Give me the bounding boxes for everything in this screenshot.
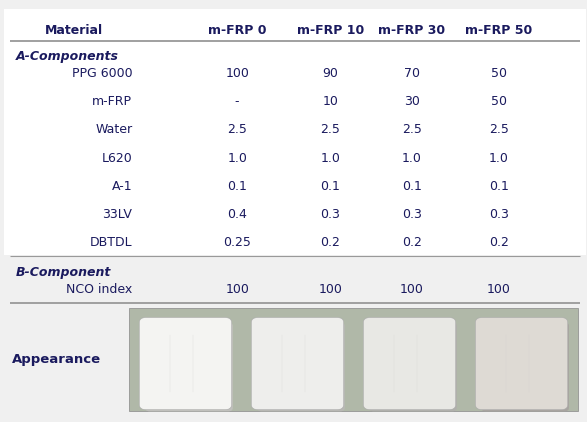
Text: m-FRP 30: m-FRP 30 bbox=[378, 24, 446, 37]
Text: Water: Water bbox=[95, 123, 132, 136]
Text: 1.0: 1.0 bbox=[402, 151, 421, 165]
Text: 50: 50 bbox=[491, 67, 507, 80]
Text: 0.3: 0.3 bbox=[402, 208, 421, 221]
FancyBboxPatch shape bbox=[139, 317, 232, 410]
Text: 0.1: 0.1 bbox=[402, 180, 421, 193]
Text: -: - bbox=[235, 95, 239, 108]
Text: 0.1: 0.1 bbox=[227, 180, 247, 193]
Text: 0.1: 0.1 bbox=[489, 180, 509, 193]
Text: 100: 100 bbox=[225, 283, 249, 296]
FancyBboxPatch shape bbox=[145, 322, 233, 411]
FancyBboxPatch shape bbox=[481, 322, 569, 411]
Text: m-FRP 50: m-FRP 50 bbox=[465, 24, 532, 37]
Text: PPG 6000: PPG 6000 bbox=[72, 67, 132, 80]
Bar bbox=[4, 9, 586, 255]
Text: 0.1: 0.1 bbox=[321, 180, 340, 193]
FancyBboxPatch shape bbox=[257, 322, 345, 411]
FancyBboxPatch shape bbox=[251, 317, 343, 410]
Text: Material: Material bbox=[45, 24, 103, 37]
Text: 100: 100 bbox=[318, 283, 342, 296]
FancyBboxPatch shape bbox=[363, 317, 456, 410]
Text: A-1: A-1 bbox=[112, 180, 132, 193]
Text: 1.0: 1.0 bbox=[227, 151, 247, 165]
Text: NCO index: NCO index bbox=[66, 283, 132, 296]
Text: B-Component: B-Component bbox=[16, 266, 112, 279]
Text: m-FRP 10: m-FRP 10 bbox=[296, 24, 364, 37]
FancyBboxPatch shape bbox=[475, 317, 568, 410]
Text: 0.2: 0.2 bbox=[321, 236, 340, 249]
Text: DBTDL: DBTDL bbox=[90, 236, 132, 249]
Text: 30: 30 bbox=[404, 95, 420, 108]
Text: m-FRP 0: m-FRP 0 bbox=[208, 24, 266, 37]
Text: 0.25: 0.25 bbox=[223, 236, 251, 249]
Text: 33LV: 33LV bbox=[103, 208, 132, 221]
Text: 0.2: 0.2 bbox=[402, 236, 421, 249]
Text: Appearance: Appearance bbox=[12, 353, 101, 366]
Text: 0.3: 0.3 bbox=[489, 208, 509, 221]
Text: 100: 100 bbox=[400, 283, 424, 296]
Text: m-FRP: m-FRP bbox=[92, 95, 132, 108]
FancyBboxPatch shape bbox=[369, 322, 457, 411]
Text: 50: 50 bbox=[491, 95, 507, 108]
Text: 0.3: 0.3 bbox=[321, 208, 340, 221]
Text: 2.5: 2.5 bbox=[227, 123, 247, 136]
Bar bbox=[130, 308, 578, 411]
Text: 2.5: 2.5 bbox=[321, 123, 340, 136]
Text: A-Components: A-Components bbox=[16, 50, 119, 63]
Text: 100: 100 bbox=[225, 67, 249, 80]
Text: 70: 70 bbox=[404, 67, 420, 80]
Text: 90: 90 bbox=[322, 67, 338, 80]
Text: 10: 10 bbox=[322, 95, 338, 108]
Text: 100: 100 bbox=[487, 283, 511, 296]
Text: 1.0: 1.0 bbox=[321, 151, 340, 165]
Text: 2.5: 2.5 bbox=[489, 123, 509, 136]
Text: 0.2: 0.2 bbox=[489, 236, 509, 249]
Text: L620: L620 bbox=[102, 151, 132, 165]
Text: 0.4: 0.4 bbox=[227, 208, 247, 221]
Text: 2.5: 2.5 bbox=[402, 123, 421, 136]
Text: 1.0: 1.0 bbox=[489, 151, 509, 165]
